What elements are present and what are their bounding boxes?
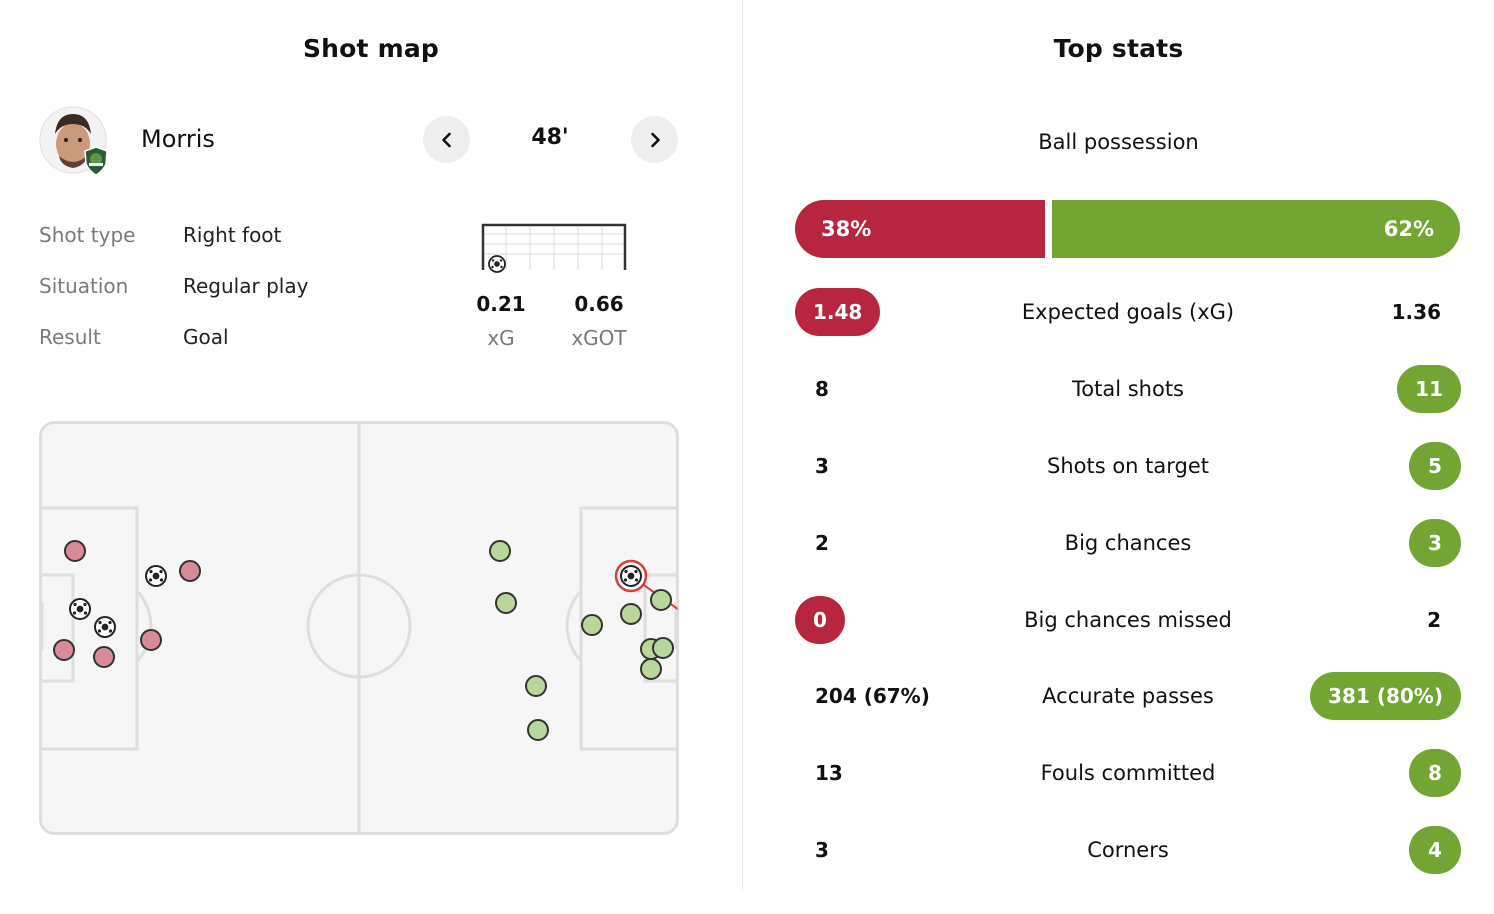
shot-map-panel: Shot map Morris 48' Shot type Right foot… (0, 0, 742, 890)
xg-value: 0.21 (476, 292, 526, 316)
home-goal-ball-icon[interactable] (94, 616, 116, 638)
stat-home-value: 3 (815, 454, 829, 478)
stat-home-value: 0 (795, 596, 845, 644)
selected-goal-ball-icon[interactable] (620, 565, 642, 587)
away-shot-marker[interactable] (525, 675, 547, 697)
home-shot-marker[interactable] (93, 646, 115, 668)
pitch-shot-map (39, 421, 679, 835)
away-shot-marker[interactable] (652, 637, 674, 659)
stat-away-value: 3 (1409, 519, 1461, 567)
home-shot-marker[interactable] (140, 629, 162, 651)
stat-label: Fouls committed (1040, 761, 1216, 785)
away-shot-marker[interactable] (640, 658, 662, 680)
stat-away-value: 1.36 (1391, 300, 1441, 324)
stat-home-value: 3 (815, 838, 829, 862)
situation-label: Situation (39, 274, 129, 298)
player-name[interactable]: Morris (141, 125, 215, 153)
away-shot-marker[interactable] (495, 592, 517, 614)
ball-icon (488, 255, 506, 273)
stat-away-value: 4 (1409, 826, 1461, 874)
away-shot-marker[interactable] (650, 589, 672, 611)
shot-type-label: Shot type (39, 223, 136, 247)
home-shot-marker[interactable] (53, 639, 75, 661)
stat-row: Expected goals (xG) 1.48 1.36 (795, 288, 1461, 338)
player-face-icon (39, 106, 107, 174)
panel-divider (742, 0, 743, 890)
top-stats-title: Top stats (1053, 34, 1184, 63)
stat-home-value: 204 (67%) (815, 684, 930, 708)
stat-away-value: 11 (1397, 365, 1461, 413)
stat-home-value: 13 (815, 761, 843, 785)
xgot-label: xGOT (571, 326, 627, 350)
chevron-left-icon (441, 132, 451, 147)
away-shot-marker[interactable] (527, 719, 549, 741)
shot-minute: 48' (531, 125, 569, 150)
ball-possession-label: Ball possession (1038, 130, 1199, 154)
xgot-value: 0.66 (574, 292, 624, 316)
possession-away-value: 62% (1383, 217, 1434, 241)
stat-label: Expected goals (xG) (1021, 300, 1235, 324)
stat-away-value: 2 (1427, 608, 1441, 632)
chevron-right-icon (650, 132, 660, 147)
next-shot-button[interactable] (631, 116, 678, 163)
stat-away-value: 5 (1409, 442, 1461, 490)
shot-type-value: Right foot (183, 223, 282, 247)
away-shot-marker[interactable] (620, 603, 642, 625)
stat-label: Corners (1087, 838, 1169, 862)
away-shot-marker[interactable] (489, 540, 511, 562)
stat-row: Fouls committed 13 8 (795, 749, 1461, 799)
team-crest-icon (84, 146, 108, 176)
stat-home-value: 8 (815, 377, 829, 401)
stat-row: Total shots 8 11 (795, 365, 1461, 415)
result-label: Result (39, 325, 101, 349)
stat-away-value: 8 (1409, 749, 1461, 797)
home-goal-ball-icon[interactable] (69, 598, 91, 620)
stat-row: Corners 3 4 (795, 826, 1461, 876)
top-stats-panel: Top stats Ball possession 38% 62% Expect… (743, 0, 1494, 890)
possession-home-bar: 38% (795, 200, 1045, 258)
away-shot-marker[interactable] (581, 614, 603, 636)
home-shot-marker[interactable] (179, 560, 201, 582)
stat-row: Shots on target 3 5 (795, 442, 1461, 492)
stat-label: Total shots (1072, 377, 1184, 401)
possession-away-bar: 62% (1052, 200, 1460, 258)
pitch-lines (39, 421, 679, 835)
stat-row: Big chances 2 3 (795, 519, 1461, 569)
stat-label: Big chances (1064, 531, 1192, 555)
stat-label: Big chances missed (1024, 608, 1232, 632)
possession-home-value: 38% (821, 217, 872, 241)
xg-label: xG (487, 326, 515, 350)
shot-map-title: Shot map (302, 34, 440, 63)
home-shot-marker[interactable] (64, 540, 86, 562)
situation-value: Regular play (183, 274, 309, 298)
player-avatar[interactable] (39, 106, 108, 176)
home-goal-ball-icon[interactable] (145, 565, 167, 587)
stat-label: Shots on target (1046, 454, 1210, 478)
stat-home-value: 1.48 (795, 288, 881, 336)
previous-shot-button[interactable] (423, 116, 470, 163)
result-value: Goal (183, 325, 229, 349)
stat-home-value: 2 (815, 531, 829, 555)
stat-label: Accurate passes (1042, 684, 1214, 708)
stat-away-value: 381 (80%) (1310, 672, 1461, 720)
stat-row: Big chances missed 0 2 (795, 596, 1461, 646)
goal-frame-graphic (481, 223, 627, 273)
stat-row: Accurate passes 204 (67%) 381 (80%) (795, 672, 1461, 722)
shots-layer (53, 540, 678, 741)
